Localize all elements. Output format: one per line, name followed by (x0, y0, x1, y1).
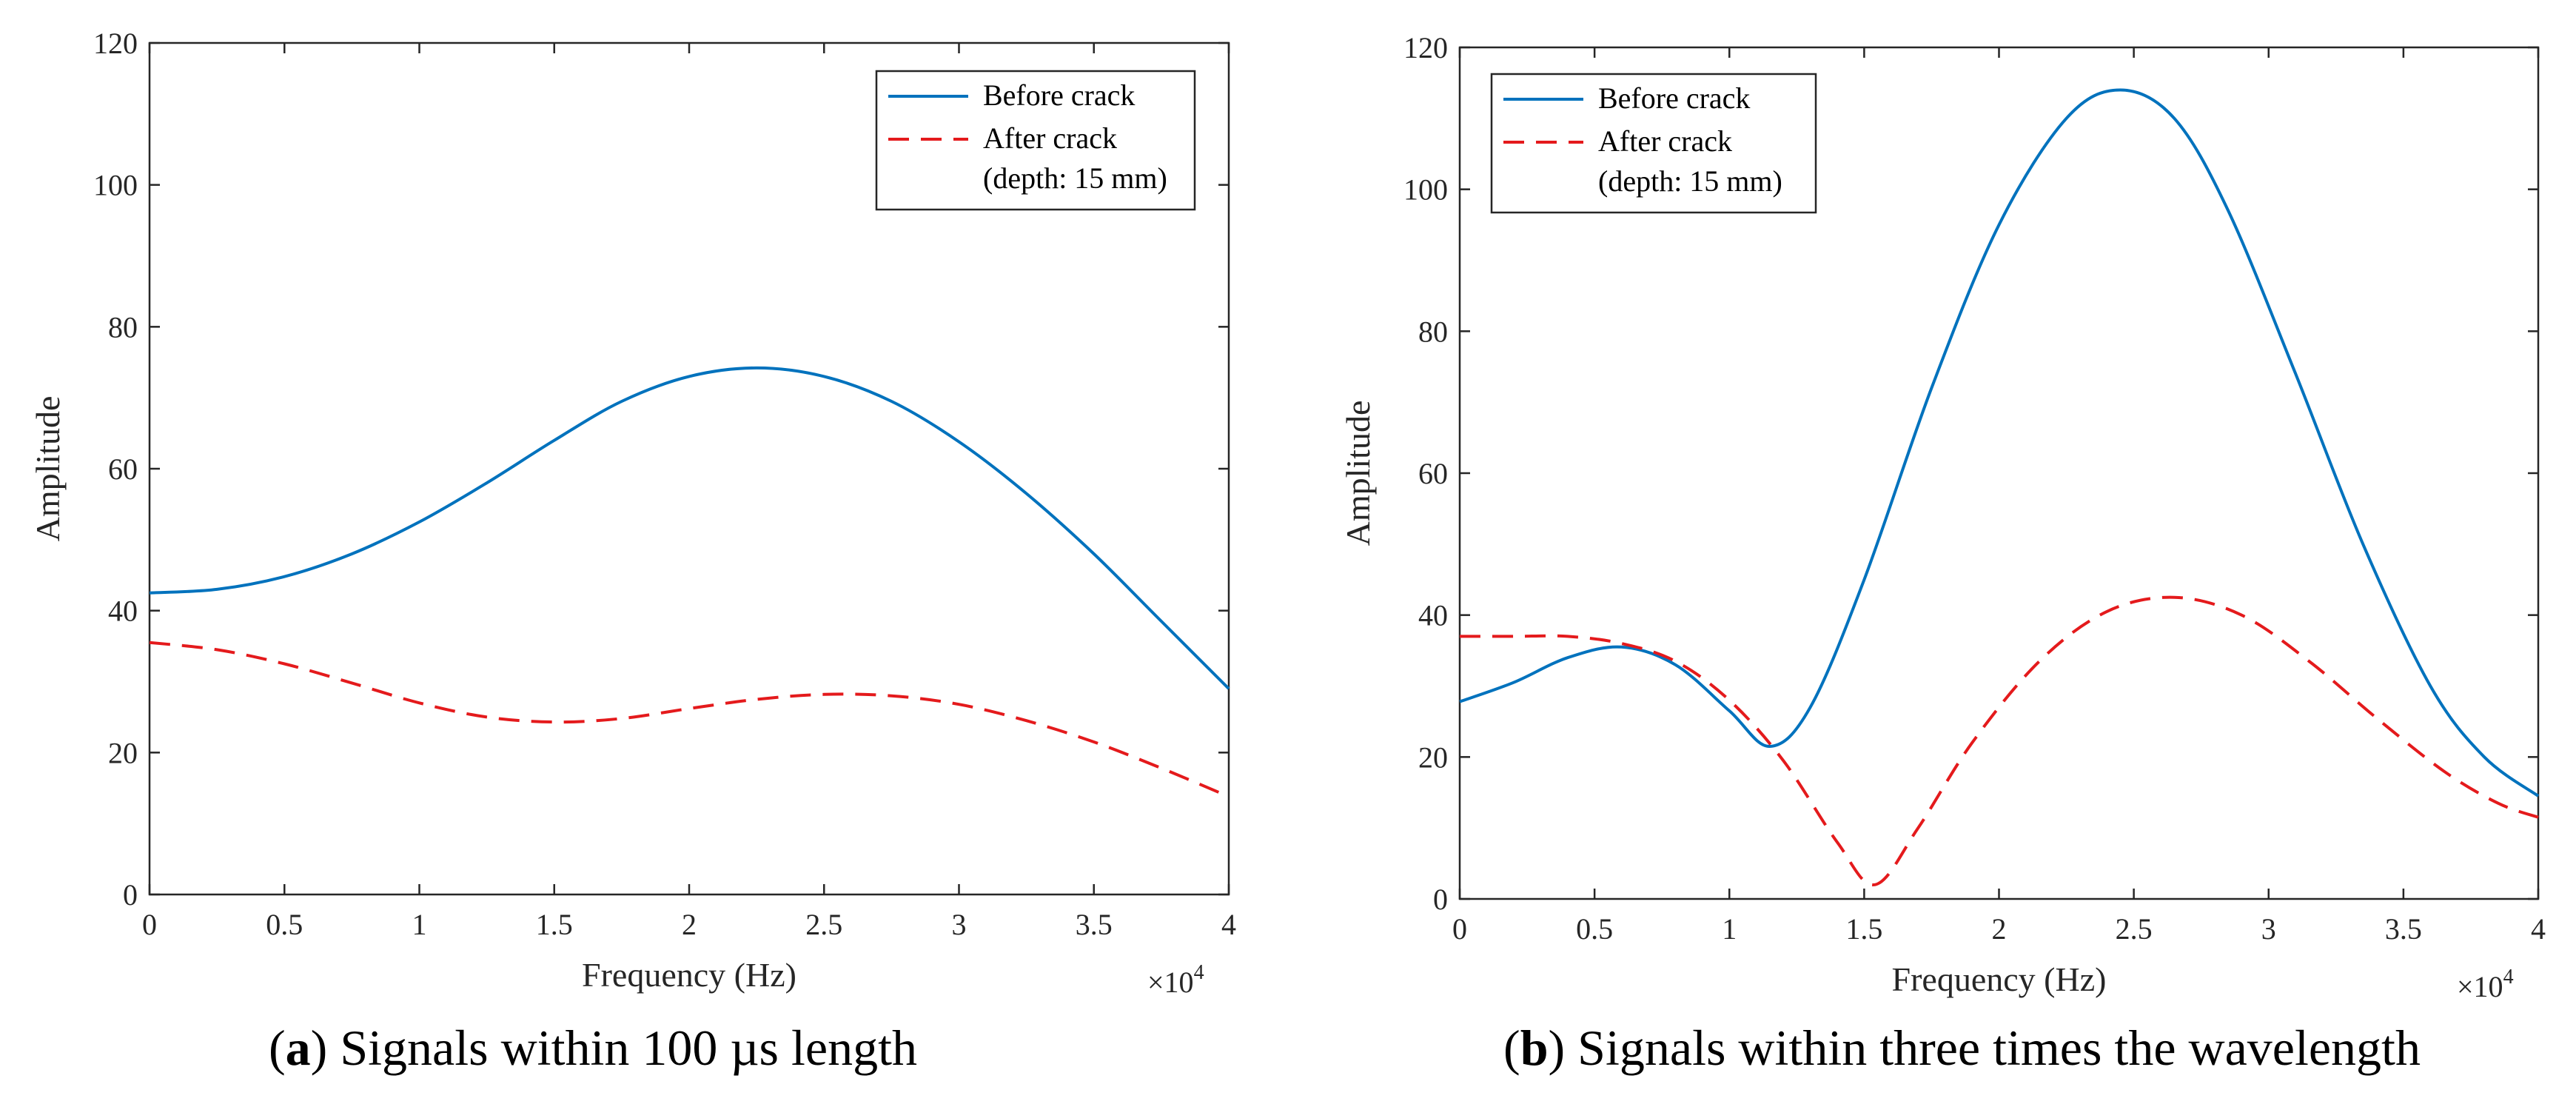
x-tick-label: 0.5 (266, 908, 303, 941)
x-axis: 0 0.5 1 1.5 2 2.5 3 3.5 4 (142, 43, 1236, 941)
y-tick-label: 20 (1418, 740, 1448, 774)
y-tick-label: 60 (108, 452, 138, 486)
x-tick-label: 1 (412, 908, 427, 941)
y-axis: 0 20 40 60 80 100 120 (1403, 31, 2538, 916)
x-tick-label: 0 (1452, 912, 1467, 946)
legend: Before crack After crack (depth: 15 mm) (875, 70, 1196, 211)
x-tick-label: 3 (2261, 912, 2276, 946)
series-line-before-crack (149, 366, 1230, 690)
series-line-after-crack (1460, 595, 2539, 886)
chart-panel-b: 0 20 40 60 80 100 120 0 0.5 1 1.5 2 2.5 3 3.5 4 Amplit… (1339, 31, 2546, 1076)
y-tick-label: 60 (1418, 457, 1448, 490)
x-axis-exponent: ×104 (1147, 961, 1204, 999)
y-axis-label: Amplitude (29, 396, 67, 542)
legend-entry-text: (depth: 15 mm) (983, 161, 1167, 195)
legend: Before crack After crack (depth: 15 mm) (1490, 73, 1817, 214)
legend-entry-text: After crack (983, 121, 1117, 155)
y-tick-label: 20 (108, 736, 138, 769)
x-exponent-power: 4 (2503, 966, 2514, 989)
x-axis-label: Frequency (Hz) (1892, 960, 2107, 998)
chart-panel-a: 0 20 40 60 80 100 120 0 0.5 1 1.5 2 2.5 3 3.5 4 Amplit… (29, 27, 1236, 1076)
series-line-before-crack (1459, 88, 2540, 797)
x-exponent-base: ×10 (1147, 966, 1194, 999)
x-axis-exponent: ×104 (2457, 966, 2514, 1003)
x-tick-label: 3 (952, 908, 967, 941)
caption-text: ) Signals within three times the wavelen… (1549, 1020, 2421, 1076)
x-exponent-base: ×10 (2457, 970, 2503, 1003)
x-tick-label: 4 (1221, 908, 1236, 941)
legend-entry-text: (depth: 15 mm) (1598, 164, 1782, 198)
x-axis: 0 0.5 1 1.5 2 2.5 3 3.5 4 (1452, 47, 2546, 946)
x-exponent-power: 4 (1194, 961, 1204, 984)
legend-entry-text: After crack (1598, 124, 1732, 158)
y-tick-label: 0 (1433, 883, 1448, 916)
caption-letter: b (1520, 1020, 1549, 1076)
caption-b: (b) Signals within three times the wavel… (1503, 1020, 2421, 1076)
y-tick-label: 100 (93, 169, 138, 202)
caption-letter: a (286, 1020, 311, 1076)
y-tick-label: 80 (1418, 315, 1448, 348)
x-axis-label: Frequency (Hz) (582, 956, 796, 994)
caption-a: (a) Signals within 100 µs length (269, 1020, 917, 1076)
y-tick-label: 40 (108, 595, 138, 628)
x-tick-label: 0.5 (1576, 912, 1613, 946)
y-tick-label: 80 (108, 310, 138, 344)
x-tick-label: 2.5 (805, 908, 842, 941)
y-tick-label: 120 (1403, 31, 1448, 64)
x-tick-label: 4 (2531, 912, 2546, 946)
x-tick-label: 1.5 (1845, 912, 1882, 946)
legend-entry-text: Before crack (983, 78, 1135, 112)
x-tick-label: 2.5 (2116, 912, 2153, 946)
x-tick-label: 1 (1722, 912, 1737, 946)
x-tick-label: 1.5 (536, 908, 573, 941)
y-tick-label: 0 (123, 878, 138, 912)
caption-text: ) Signals within 100 µs length (311, 1020, 917, 1076)
y-axis: 0 20 40 60 80 100 120 (93, 27, 1229, 912)
y-tick-label: 120 (93, 27, 138, 60)
x-tick-label: 0 (142, 908, 157, 941)
x-tick-label: 3.5 (2385, 912, 2422, 946)
series-group (1459, 88, 2540, 886)
x-tick-label: 2 (682, 908, 697, 941)
y-tick-label: 40 (1418, 599, 1448, 632)
x-tick-label: 3.5 (1076, 908, 1113, 941)
x-tick-label: 2 (1992, 912, 2007, 946)
series-group (149, 366, 1230, 798)
legend-entry-text: Before crack (1598, 81, 1750, 115)
y-tick-label: 100 (1403, 173, 1448, 207)
y-axis-label: Amplitude (1339, 401, 1377, 546)
